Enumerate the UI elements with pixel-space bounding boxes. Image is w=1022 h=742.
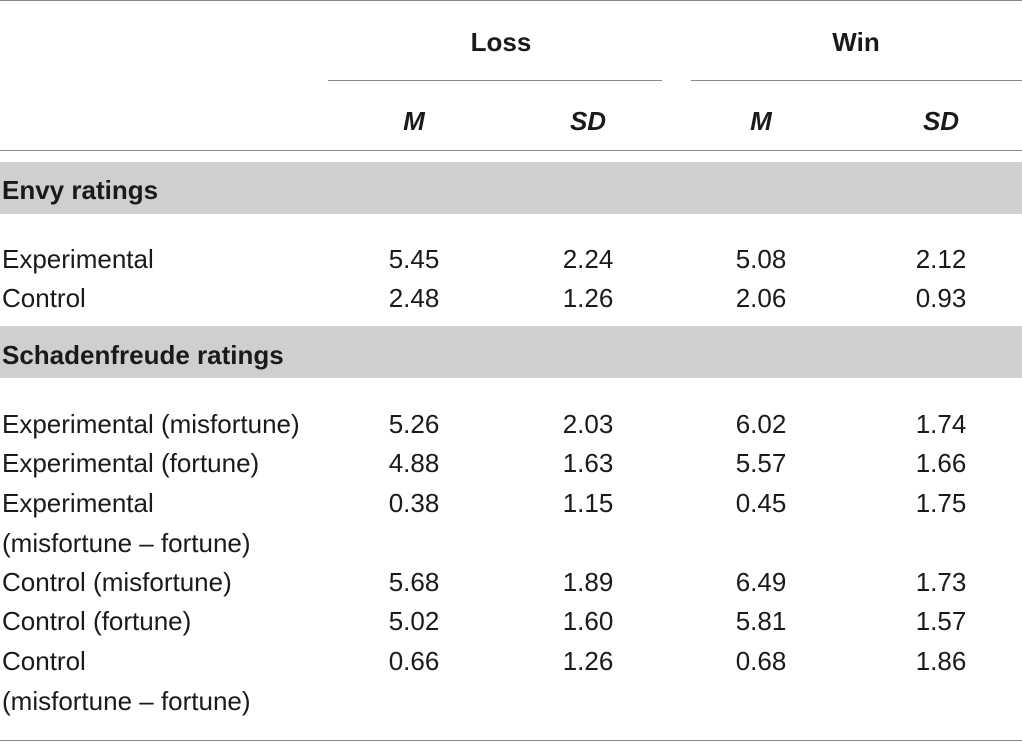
cell-win-sd: 0.93 [915,283,967,313]
cell-loss-sd: 2.24 [562,244,614,274]
row-label-continuation: (misfortune – fortune) [2,686,251,716]
row-label: Experimental (misfortune) [2,409,300,439]
cell-loss-sd: 1.15 [562,488,614,518]
row-label: Control [2,283,86,313]
cell-win-sd: 1.73 [915,567,967,597]
subheader-loss-sd: SD [569,106,607,136]
cell-win-m: 0.45 [735,488,787,518]
subheader-win-sd: SD [922,106,960,136]
cell-loss-sd: 1.60 [562,606,614,636]
cell-win-m: 6.49 [735,567,787,597]
section-band-envy [0,162,1022,214]
cell-loss-sd: 2.03 [562,409,614,439]
subheader-loss-m: M [403,106,425,136]
row-label: Experimental (fortune) [2,448,260,478]
cell-loss-sd: 1.26 [562,283,614,313]
cell-loss-m: 5.26 [388,409,440,439]
cell-loss-m: 4.88 [388,448,440,478]
cell-loss-sd: 1.63 [562,448,614,478]
row-label: Experimental [2,244,154,274]
cell-win-m: 5.81 [735,606,787,636]
cell-win-m: 2.06 [735,283,787,313]
group-header-loss: Loss [470,27,532,57]
cell-loss-sd: 1.89 [562,567,614,597]
cell-loss-m: 2.48 [388,283,440,313]
cell-win-sd: 1.74 [915,409,967,439]
cell-win-sd: 1.57 [915,606,967,636]
row-label: Experimental [2,488,154,518]
row-label-continuation: (misfortune – fortune) [2,528,251,558]
cell-loss-m: 0.38 [388,488,440,518]
cell-win-sd: 1.66 [915,448,967,478]
section-band-schadenfreude [0,326,1022,378]
cell-win-m: 5.08 [735,244,787,274]
cell-loss-m: 5.02 [388,606,440,636]
bottom-rule [0,740,1022,741]
section-title-schadenfreude: Schadenfreude ratings [2,340,284,370]
section-title-envy: Envy ratings [2,175,159,205]
row-label: Control [2,646,86,676]
cell-win-sd: 1.86 [915,646,967,676]
cell-win-m: 0.68 [735,646,787,676]
cell-win-m: 5.57 [735,448,787,478]
loss-group-rule [328,80,662,81]
cell-win-m: 6.02 [735,409,787,439]
cell-win-sd: 2.12 [915,244,967,274]
win-group-rule [691,80,1022,81]
cell-win-sd: 1.75 [915,488,967,518]
header-bottom-rule [0,150,1022,151]
cell-loss-m: 0.66 [388,646,440,676]
group-header-win: Win [832,27,880,57]
top-rule [0,0,1022,1]
row-label: Control (fortune) [2,606,192,636]
cell-loss-m: 5.68 [388,567,440,597]
cell-loss-m: 5.45 [388,244,440,274]
row-label: Control (misfortune) [2,567,232,597]
subheader-win-m: M [750,106,772,136]
cell-loss-sd: 1.26 [562,646,614,676]
